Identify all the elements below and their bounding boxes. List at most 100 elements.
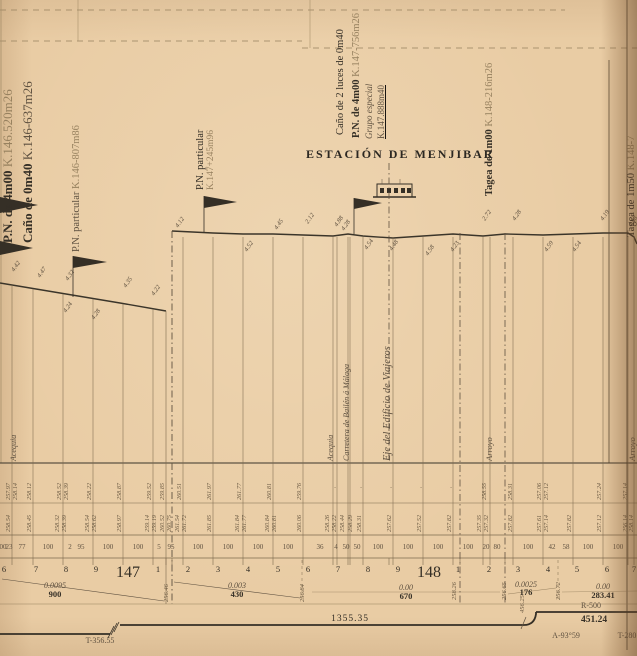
spot-height: 4.19 — [599, 208, 612, 222]
building-window — [407, 188, 411, 193]
spot-height: 4.28 — [90, 307, 103, 321]
hectometer-number: 7 — [632, 564, 636, 574]
elevation-upper-value: 260.51 — [176, 483, 183, 500]
elevation-lower-value: 260.81 — [271, 515, 278, 532]
elevation-lower-value: 258.14 — [628, 515, 635, 532]
hectometer-number: 2 — [487, 564, 491, 574]
hectometer-number: 1 — [156, 564, 160, 574]
spot-height: 4.42 — [10, 259, 23, 273]
label-carretera: Carretera de Bailén á Málaga — [342, 364, 351, 461]
distance-value: 100 — [403, 543, 414, 551]
distance-value: 100 — [373, 543, 384, 551]
elevation-lower-value: 257.52 — [416, 515, 423, 532]
distance-value: 2 — [68, 543, 72, 551]
kilometer-number: 147 — [116, 564, 140, 581]
station-title: ESTACIÓN DE MENJIBAR — [306, 147, 495, 161]
radius-label: R-500 — [581, 601, 601, 610]
elevation-lower-value: 257.62 — [386, 515, 393, 532]
hectometer-number: 5 — [276, 564, 280, 574]
elevation-lower-value: 258.45 — [26, 515, 33, 532]
gradient-slope-line — [173, 581, 301, 599]
table-dot: · — [420, 484, 422, 492]
elevation-lower-value: 261.72 — [181, 515, 188, 532]
hectometer-number: 7 — [34, 564, 38, 574]
gradient-length: 900 — [49, 589, 62, 599]
elevation-upper-value: 259.52 — [146, 483, 153, 500]
distance-value: 95 — [168, 543, 176, 551]
spot-height: 2.12 — [304, 211, 317, 225]
hectometer-number: 8 — [64, 564, 68, 574]
distance-value: 100 — [253, 543, 264, 551]
elevation-lower-value: 260.75 — [166, 515, 173, 532]
building-window — [380, 188, 384, 193]
distance-value: 100 — [523, 543, 534, 551]
gradient-boundary-value: 456.25 — [519, 594, 526, 613]
spot-height: 4.52 — [243, 239, 256, 253]
elevation-lower-value: 258.44 — [339, 515, 346, 532]
elevation-upper-value: 258.12 — [26, 483, 33, 500]
elevation-upper-value: 259.76 — [296, 482, 303, 500]
elevation-lower-value: 258.54 — [84, 515, 91, 532]
elevation-lower-value: 257.35 — [476, 515, 483, 532]
elevation-lower-value: 257.82 — [446, 515, 453, 532]
spot-height: 4.58 — [424, 243, 437, 257]
building-window — [394, 188, 398, 193]
elevation-lower-value: 261.54 — [174, 515, 181, 532]
gradient-value: 0.003 — [228, 581, 246, 590]
tangent-label: T-356.55 — [86, 636, 115, 645]
gradient-slope-line — [1, 578, 165, 602]
gradient-boundary-value: 256.46 — [163, 583, 170, 602]
tangent-label: T-280 — [618, 631, 637, 640]
elevation-lower-value: 257.61 — [536, 515, 543, 532]
elevation-lower-value: 258.39 — [61, 515, 68, 532]
elevation-upper-value: 257.06 — [536, 482, 543, 500]
elevation-upper-value: 258.31 — [507, 483, 514, 500]
elevation-lower-value: 258.54 — [5, 515, 12, 532]
elevation-lower-value: 257.14 — [543, 515, 550, 532]
spot-height: 4.54 — [363, 237, 376, 251]
elevation-lower-value: 260.52 — [159, 515, 166, 532]
distance-value: 100 — [193, 543, 204, 551]
gradient-length: 430 — [231, 589, 244, 599]
alignment-length: 451.24 — [581, 615, 607, 625]
distance-value: 4 — [334, 543, 338, 551]
distance-value: 100 — [43, 543, 54, 551]
elevation-lower-value: 258.31 — [356, 515, 363, 532]
gradient-slope-line — [561, 590, 637, 593]
label-tagea-k148-216: Tagea de 1m00 K.148-216m26 — [484, 63, 495, 196]
distance-value: 23 — [6, 543, 14, 551]
angle-label: A-93°59 — [552, 631, 580, 640]
elevation-lower-value: 257.82 — [507, 515, 514, 532]
elevation-lower-value: 261.77 — [241, 514, 248, 532]
elevation-upper-value: 257.97 — [5, 482, 12, 500]
gradient-value: 0.0025 — [515, 580, 537, 589]
spot-height: 4.48 — [388, 238, 401, 252]
label-acequia-mid: Acequia — [326, 435, 335, 462]
step-mark — [113, 621, 120, 633]
label-cano-k146-637: Caño de 0m40 K.146-637m26 — [20, 81, 35, 243]
elevation-lower-value: 258.97 — [116, 514, 123, 532]
hectometer-number: 4 — [546, 564, 551, 574]
hectometer-number: 2 — [186, 564, 190, 574]
distance-value: 20 — [483, 543, 491, 551]
elevation-upper-value: 258.39 — [63, 483, 70, 500]
elevation-lower-value: 258.26 — [324, 514, 331, 532]
gradient-boundary-value: 256.65 — [501, 581, 508, 600]
elevation-upper-value: 261.77 — [236, 482, 243, 500]
building-window — [387, 188, 391, 193]
gradient-value: 0.0095 — [44, 581, 66, 590]
hectometer-number: 9 — [94, 564, 98, 574]
kilometer-number: 148 — [417, 564, 441, 581]
label-acequia-left: Acequia — [9, 435, 18, 462]
label-arroyo-2: Arroyo — [627, 437, 637, 462]
label-eje-edificio: Eje del Edificio de Viajeros — [382, 346, 393, 462]
gradient-value: 0.00 — [399, 583, 413, 592]
elevation-lower-value: 260.06 — [296, 514, 303, 532]
pn-flag — [0, 197, 38, 213]
elevation-lower-value: 258.32 — [54, 515, 61, 532]
label-pn-k146-807: P.N. particular K.146-807m86 — [71, 125, 82, 252]
distance-value: 95 — [78, 543, 86, 551]
elevation-lower-value: 257.82 — [566, 515, 573, 532]
